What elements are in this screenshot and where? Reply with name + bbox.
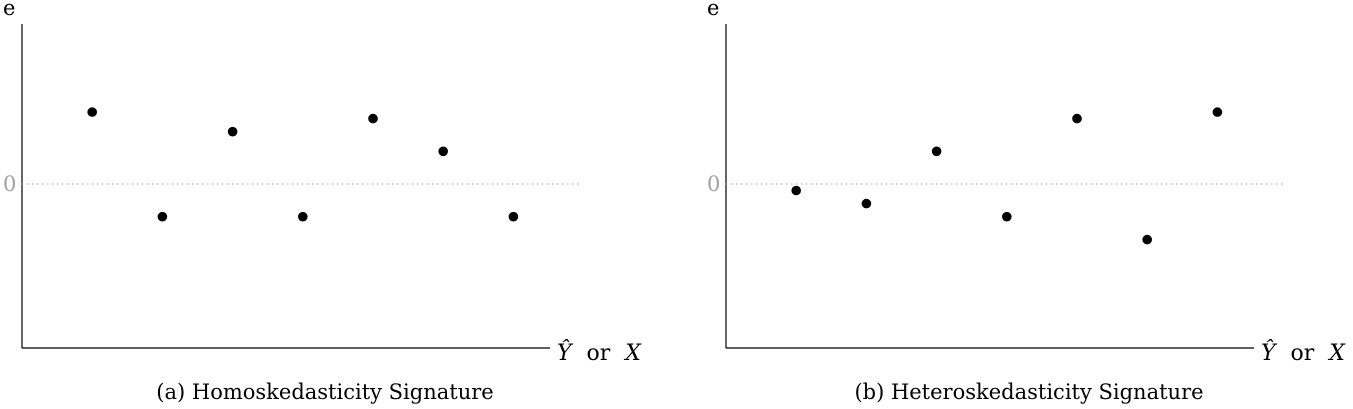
- data-point-1: [791, 185, 801, 196]
- y-axis-label: e: [707, 0, 719, 20]
- data-point-7: [1212, 107, 1223, 117]
- points: [791, 107, 1223, 245]
- panel-caption: (a) Homoskedasticity Signature: [156, 380, 493, 404]
- panel-caption: (b) Heteroskedasticity Signature: [854, 380, 1203, 404]
- data-point-2: [157, 211, 168, 222]
- x-label-yhat: Ŷ: [1261, 339, 1278, 366]
- x-label-or: or: [1291, 341, 1315, 366]
- x-label-or: or: [587, 341, 611, 366]
- data-point-6: [1142, 234, 1152, 245]
- x-label-x: X: [1327, 341, 1346, 366]
- data-point-6: [438, 146, 449, 157]
- panel-heteroskedasticity: e 0 Ŷ or X (b) Heteroskedasticity Signat…: [707, 0, 1346, 404]
- data-point-3: [227, 126, 238, 137]
- data-point-7: [508, 211, 519, 222]
- data-point-2: [861, 198, 872, 209]
- x-axis-label: Ŷ or X: [1261, 339, 1346, 366]
- zero-tick-label: 0: [707, 172, 720, 196]
- x-label-x: X: [623, 341, 642, 366]
- points: [87, 107, 519, 222]
- data-point-4: [298, 211, 308, 222]
- data-point-5: [368, 113, 378, 124]
- data-point-5: [1072, 113, 1082, 124]
- panel-homoskedasticity: e 0 Ŷ or X (a) Homoskedasticity Signatur…: [3, 0, 642, 404]
- data-point-1: [87, 107, 97, 117]
- x-axis-label: Ŷ or X: [557, 339, 642, 366]
- data-point-4: [1002, 211, 1012, 222]
- data-point-3: [931, 146, 942, 157]
- zero-tick-label: 0: [3, 172, 16, 196]
- y-axis-label: e: [3, 0, 15, 20]
- x-label-yhat: Ŷ: [557, 339, 574, 366]
